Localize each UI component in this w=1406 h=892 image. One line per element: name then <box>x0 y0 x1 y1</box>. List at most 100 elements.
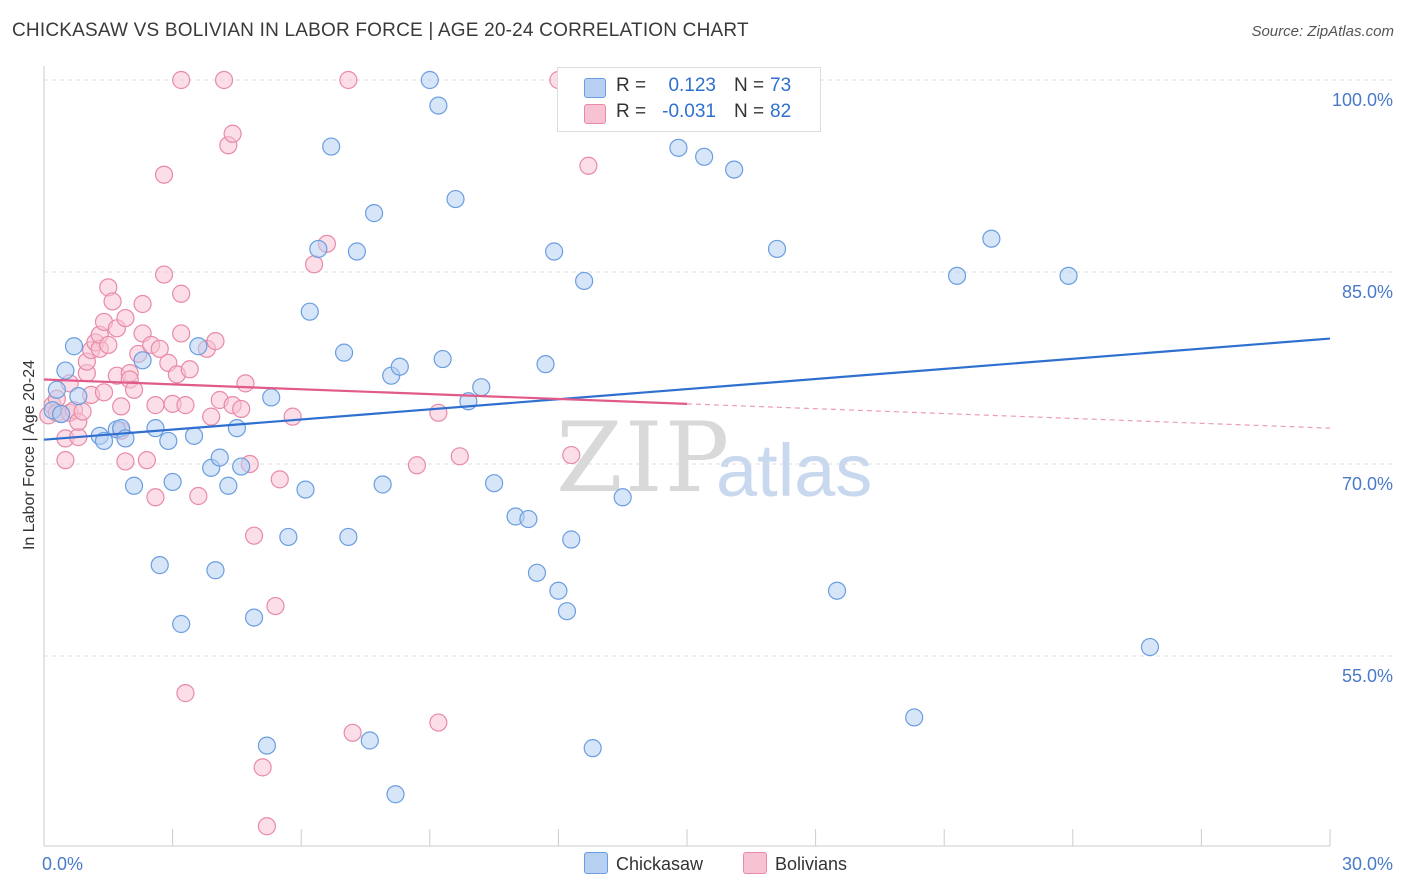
bolivians-point <box>304 255 324 274</box>
chickasaw-point <box>296 480 315 499</box>
chickasaw-point <box>1140 637 1160 657</box>
bolivians-point <box>133 294 152 314</box>
bolivians-point <box>103 292 122 311</box>
chickasaw-point <box>339 527 358 547</box>
n-label: N = <box>734 75 765 96</box>
chickasaw-point <box>159 431 178 451</box>
chickasaw-point <box>150 556 169 575</box>
legend-item-bolivians[interactable]: Bolivians <box>743 852 847 875</box>
trend-lines <box>43 337 1331 441</box>
chickasaw-point <box>244 608 264 627</box>
chickasaw-point <box>133 351 152 370</box>
chickasaw-point <box>219 476 238 495</box>
chickasaw-point <box>56 361 75 380</box>
bolivians-point <box>283 407 302 426</box>
bolivians-point <box>137 451 156 470</box>
chickasaw-point <box>184 426 204 445</box>
watermark-atlas: atlas <box>716 429 873 512</box>
y-tick-label: 70.0% <box>1342 474 1393 494</box>
bolivians-point <box>189 486 208 506</box>
chickasaw-point <box>373 475 392 494</box>
x-tick-label: 0.0% <box>42 854 83 874</box>
bolivians-point <box>223 124 242 143</box>
n-value: 73 <box>770 75 792 96</box>
chickasaw-point <box>210 448 229 467</box>
chickasaw-point <box>347 242 367 261</box>
bolivians-points <box>39 70 598 836</box>
bolivians-point <box>206 332 225 351</box>
bolivians-point <box>146 396 165 415</box>
n-value: 82 <box>770 101 792 122</box>
bolivians-point <box>172 70 191 90</box>
legend-label: Bolivians <box>775 854 848 874</box>
bolivians-point <box>99 335 118 355</box>
bolivians-swatch <box>584 104 606 124</box>
bolivians-point <box>172 284 191 303</box>
bolivians-point <box>112 397 131 416</box>
bolivians-point <box>339 70 358 90</box>
chickasaw-point <box>390 357 409 376</box>
r-label: R = <box>616 75 647 96</box>
chickasaw-point <box>52 404 71 424</box>
bolivians-point <box>154 165 174 184</box>
chickasaw-point <box>562 530 581 549</box>
bolivians-point <box>56 451 75 470</box>
chickasaw-point <box>429 96 448 115</box>
r-value: 0.123 <box>668 75 716 96</box>
legend-item-chickasaw[interactable]: Chickasaw <box>584 852 703 875</box>
chickasaw-point <box>232 457 251 476</box>
bolivians-point <box>232 399 251 419</box>
bolivians-point <box>116 308 135 328</box>
chickasaw-point <box>527 563 547 582</box>
chickasaw-point <box>364 204 384 223</box>
bolivians-point <box>429 713 448 732</box>
chickasaw-point <box>485 474 504 493</box>
x-tick-label: 30.0% <box>1342 854 1393 874</box>
chickasaw-point <box>64 337 84 356</box>
chickasaw-point <box>47 380 66 399</box>
chickasaw-point <box>725 160 744 179</box>
bolivians-point <box>73 402 92 421</box>
chickasaw-point <box>124 476 144 495</box>
chart-title: CHICKASAW VS BOLIVIAN IN LABOR FORCE | A… <box>12 20 749 41</box>
bolivians-point <box>124 380 144 399</box>
bolivians-trend-line <box>43 378 688 405</box>
gridlines <box>44 79 1392 657</box>
chickasaw-point <box>695 147 714 166</box>
source-credit: Source: ZipAtlas.com <box>1251 23 1394 40</box>
bolivians-point <box>202 407 221 426</box>
chickasaw-point <box>189 337 208 356</box>
chickasaw-point <box>613 488 632 507</box>
chickasaw-point <box>1059 266 1078 285</box>
chickasaw-point <box>172 614 191 634</box>
bolivians-point <box>266 596 285 616</box>
chickasaw-points <box>43 70 1160 804</box>
chickasaw-trend-line <box>43 337 1331 441</box>
chickasaw-point <box>905 708 924 727</box>
bolivians-point <box>94 383 114 402</box>
r-label: R = <box>616 101 647 122</box>
chickasaw-point <box>69 387 88 406</box>
chickasaw-point <box>472 378 491 397</box>
n-label: N = <box>734 101 765 122</box>
bolivians-point <box>270 470 289 489</box>
bolivians-point <box>236 374 255 393</box>
chickasaw-point <box>767 239 787 259</box>
bolivians-point <box>150 339 169 358</box>
chickasaw-point <box>669 138 688 157</box>
tick-labels: 55.0% 70.0% 85.0% 100.0% 0.0% 30.0% <box>42 90 1393 874</box>
bolivians-point <box>450 447 469 466</box>
bolivians-point <box>154 265 174 284</box>
r-value: -0.031 <box>662 101 716 122</box>
bolivians-point <box>253 758 272 777</box>
bolivians-point <box>214 70 234 90</box>
stats-box: R = 0.123 N = 73 R = -0.031 N = 82 <box>557 67 821 132</box>
bolivians-legend-swatch <box>743 852 767 874</box>
chickasaw-point <box>982 229 1001 248</box>
chickasaw-point <box>262 388 281 407</box>
bolivians-point <box>176 396 195 415</box>
chickasaw-point <box>146 419 165 438</box>
chickasaw-point <box>519 509 538 529</box>
bolivians-trend-extension <box>686 403 1331 429</box>
chickasaw-point <box>420 70 439 90</box>
